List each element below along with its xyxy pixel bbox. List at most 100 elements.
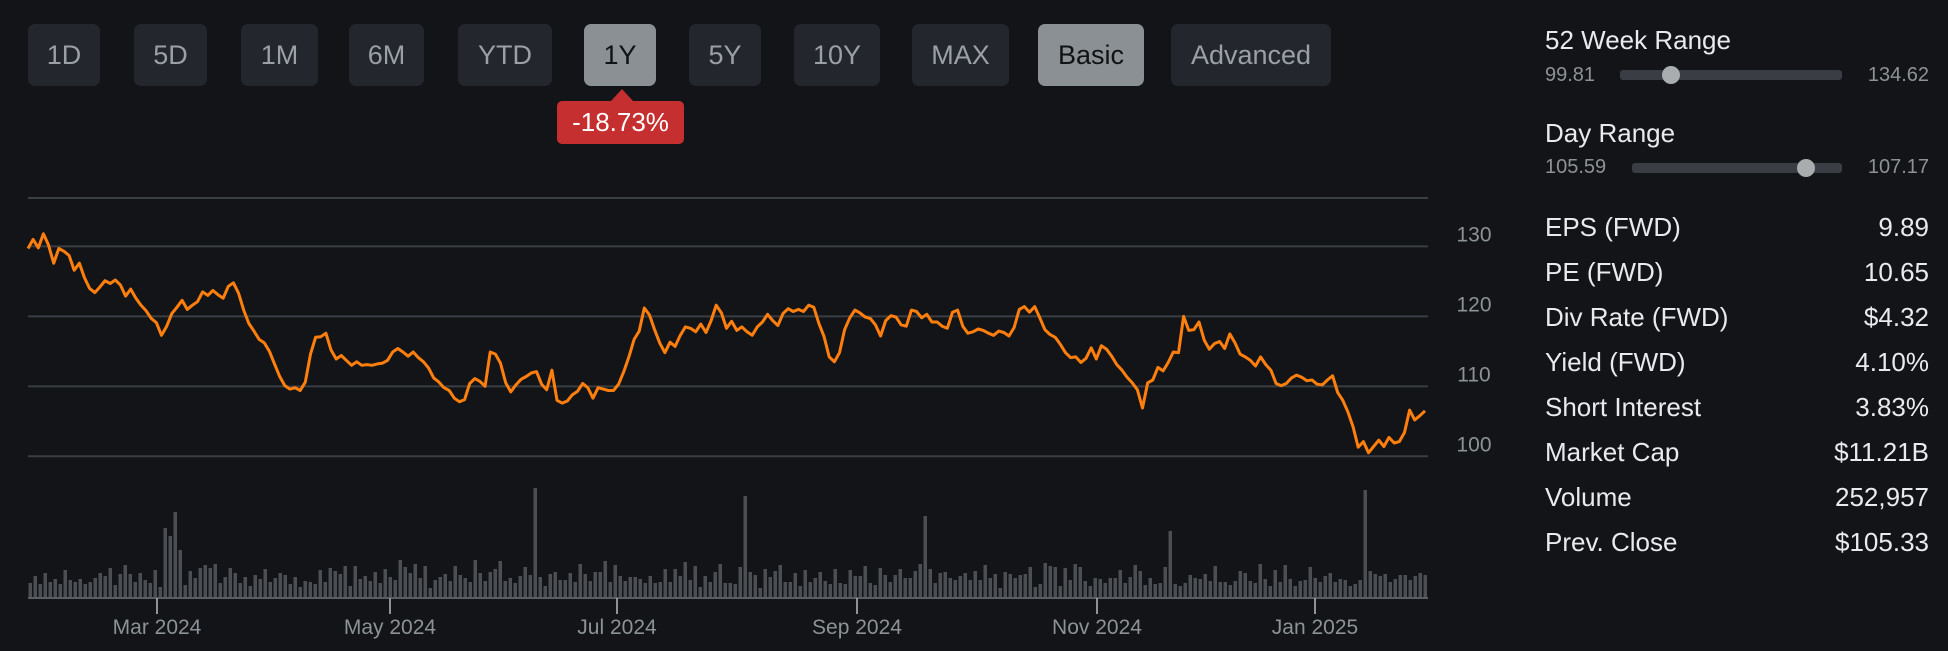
volume-bar — [653, 583, 657, 598]
volume-bar — [468, 582, 472, 598]
volume-bar — [103, 576, 107, 598]
volume-bar — [158, 587, 162, 598]
volume-bar — [618, 576, 622, 598]
volume-bar — [1043, 563, 1047, 598]
volume-bar — [1333, 582, 1337, 598]
volume-bar — [258, 579, 262, 598]
volume-bar — [743, 496, 747, 598]
volume-bar — [763, 569, 767, 598]
volume-bar — [268, 582, 272, 598]
volume-bar — [1413, 576, 1417, 598]
range-button-6m[interactable]: 6M — [349, 24, 424, 86]
volume-bar — [243, 577, 247, 598]
range-button-1y[interactable]: 1Y — [584, 24, 656, 86]
volume-bar — [283, 575, 287, 598]
y-tick-label: 120 — [1456, 293, 1491, 316]
chart-grid — [28, 197, 1428, 458]
volume-bar — [778, 565, 782, 598]
stat-label: Prev. Close — [1545, 527, 1678, 557]
range-button-ytd[interactable]: YTD — [458, 24, 552, 86]
volume-bar — [578, 564, 582, 598]
volume-bar — [643, 583, 647, 598]
volume-bar — [843, 584, 847, 598]
volume-bar — [773, 571, 777, 598]
volume-bar — [233, 573, 237, 598]
stat-value: $4.32 — [1863, 302, 1929, 332]
mode-button-basic[interactable]: Basic — [1038, 24, 1144, 86]
volume-bar — [368, 581, 372, 598]
volume-bar — [443, 574, 447, 598]
volume-bar — [308, 582, 312, 598]
volume-bar — [1278, 582, 1282, 598]
volume-bar — [508, 578, 512, 598]
volume-bar — [1388, 582, 1392, 598]
volume-bar — [703, 576, 707, 598]
volume-bar — [753, 575, 757, 598]
volume-bar — [1218, 582, 1222, 598]
volume-bar — [998, 588, 1002, 598]
volume-bar — [328, 568, 332, 598]
volume-bar — [28, 583, 32, 598]
y-axis-ticks: 100 110 120 130 — [1456, 223, 1491, 456]
volume-bar — [1268, 586, 1272, 598]
volume-bar — [1168, 531, 1172, 598]
y-tick-label: 110 — [1457, 363, 1490, 386]
volume-bar — [1368, 571, 1372, 598]
volume-bar — [1203, 574, 1207, 598]
volume-bar — [33, 576, 37, 598]
volume-bar — [1208, 581, 1212, 598]
volume-bar — [818, 572, 822, 598]
volume-bar — [253, 575, 257, 598]
volume-bar — [303, 581, 307, 598]
volume-bar — [393, 580, 397, 598]
volume-bar — [398, 560, 402, 598]
volume-bar — [1248, 581, 1252, 598]
volume-bar — [738, 567, 742, 598]
price-chart: 100 110 120 130 Mar 2024 May 2024 Jul 2024 Sep… — [26, 197, 1492, 639]
volume-bar — [1008, 574, 1012, 598]
volume-bar — [43, 573, 47, 598]
volume-bar — [823, 581, 827, 598]
volume-bar — [278, 573, 282, 598]
volume-bar — [1018, 575, 1022, 598]
volume-bar — [1378, 576, 1382, 598]
range-button-10y[interactable]: 10Y — [794, 24, 880, 86]
volume-bar — [1283, 565, 1287, 598]
mode-button-advanced[interactable]: Advanced — [1171, 24, 1331, 86]
volume-bar — [728, 583, 732, 598]
volume-bar — [73, 582, 77, 598]
week52-slider-knob — [1662, 66, 1681, 84]
week52-range-label: 52 Week Range — [1545, 25, 1731, 55]
range-button-5y[interactable]: 5Y — [689, 24, 761, 86]
stat-row: Yield (FWD) 4.10% — [1545, 347, 1929, 387]
volume-bar — [318, 570, 322, 598]
volume-bar — [723, 583, 727, 598]
volume-bar — [693, 566, 697, 598]
volume-bar — [143, 580, 147, 598]
volume-bar — [218, 583, 222, 598]
range-button-1m[interactable]: 1M — [241, 24, 318, 86]
x-tick-label: Jan 2025 — [1272, 616, 1358, 639]
volume-bar — [48, 582, 52, 598]
volume-bar — [148, 583, 152, 598]
volume-bar — [828, 584, 832, 598]
volume-bar — [1403, 575, 1407, 598]
volume-bar — [538, 577, 542, 598]
volume-bar — [353, 566, 357, 598]
volume-bar — [1263, 579, 1267, 598]
volume-bar — [798, 586, 802, 598]
volume-bar — [953, 580, 957, 598]
volume-bar — [1083, 581, 1087, 598]
range-button-1d[interactable]: 1D — [28, 24, 100, 86]
volume-bar — [1228, 585, 1232, 598]
volume-bar — [408, 573, 412, 598]
volume-bar — [93, 578, 97, 598]
volume-bar — [1233, 581, 1237, 598]
volume-bar — [908, 578, 912, 598]
range-button-max[interactable]: MAX — [912, 24, 1009, 86]
range-button-5d[interactable]: 5D — [134, 24, 207, 86]
volume-bar — [1348, 586, 1352, 598]
volume-bar — [1313, 578, 1317, 598]
volume-bar — [938, 573, 942, 598]
volume-bar — [613, 565, 617, 598]
